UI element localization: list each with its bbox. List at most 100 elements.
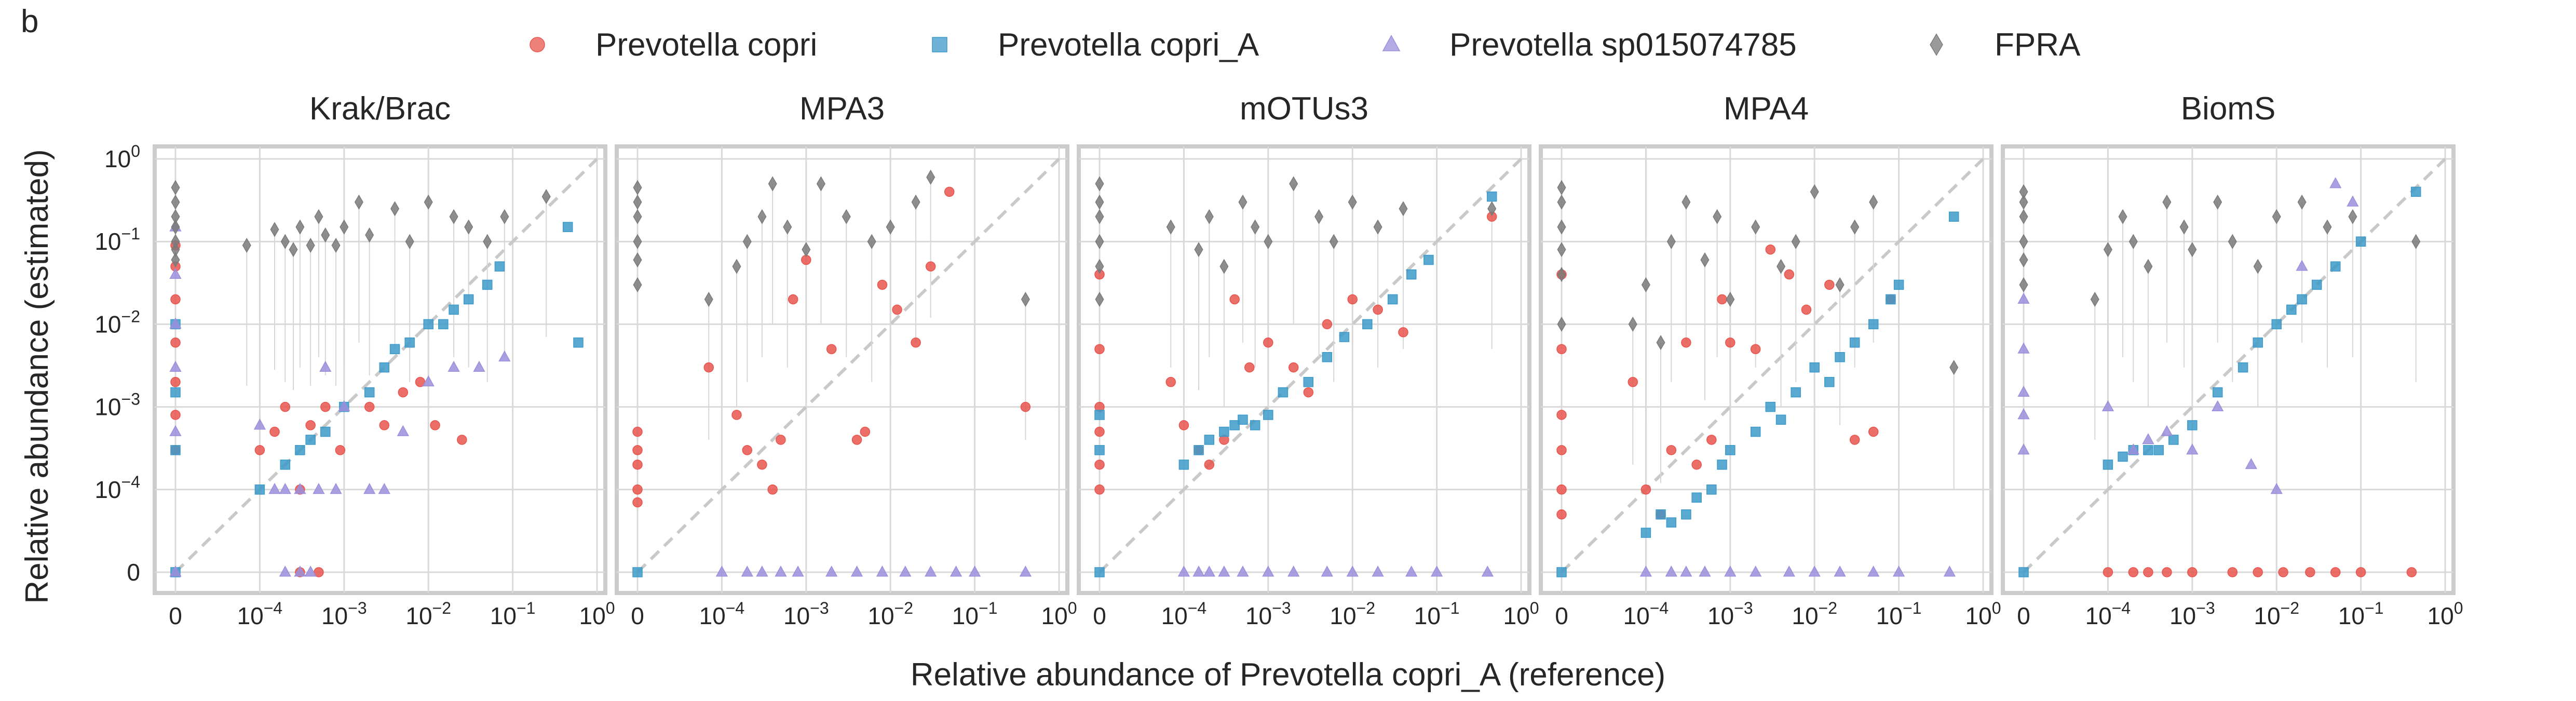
data-point (2212, 400, 2224, 411)
identity-line (1098, 157, 1523, 574)
data-point (1263, 410, 1273, 420)
data-point (306, 237, 315, 253)
data-point (1791, 387, 1801, 398)
data-point (1321, 565, 1333, 577)
data-point (1398, 327, 1408, 338)
data-point (253, 419, 266, 430)
data-point (2410, 186, 2421, 197)
data-point (295, 219, 305, 235)
legend-item: FPRA (1930, 27, 2081, 63)
data-point (398, 387, 409, 398)
x-tick-label: 10−3 (321, 599, 367, 629)
data-point (170, 337, 181, 348)
data-point (169, 425, 182, 436)
data-point (876, 565, 889, 577)
data-point (268, 482, 281, 494)
data-point (170, 294, 181, 305)
x-tick-label: 10−2 (1792, 599, 1837, 629)
data-point (169, 267, 182, 279)
data-point (2311, 279, 2322, 290)
x-tick-label: 10−3 (1707, 599, 1753, 629)
data-point (330, 482, 342, 494)
panel-title: mOTUs3 (1240, 91, 1368, 127)
panel-letter: b (21, 4, 38, 39)
data-point (1373, 304, 1383, 315)
data-point (482, 279, 493, 290)
data-point (1777, 259, 1786, 274)
data-point (1387, 294, 1398, 305)
data-point (449, 304, 459, 315)
data-point (170, 445, 181, 455)
data-point (320, 426, 331, 437)
data-point (1850, 219, 1860, 235)
y-tick-label: 10−1 (94, 224, 140, 255)
data-point (1949, 360, 1959, 375)
data-point (1322, 352, 1333, 362)
data-point (2019, 194, 2028, 210)
data-point (1322, 319, 1333, 330)
data-point (632, 460, 643, 470)
y-axis-label: Relative abundance (estimated) (19, 149, 55, 603)
data-point (2245, 458, 2257, 469)
data-point (783, 219, 792, 235)
data-point (1203, 565, 1215, 577)
data-point (1556, 410, 1567, 420)
data-point (788, 294, 798, 305)
data-point (390, 201, 400, 217)
data-point (732, 259, 741, 274)
data-point (1809, 362, 1820, 373)
data-point (1178, 460, 1189, 470)
data-point (2227, 567, 2238, 577)
series-prevotella-copri-a (632, 567, 643, 577)
legend-label: FPRA (1995, 27, 2081, 63)
data-point (1430, 565, 1443, 577)
data-point (1095, 209, 1104, 224)
chart-panel: BiomS 0 10−4 10−3 10−2 10−1 100 (2001, 91, 2463, 629)
data-point (289, 242, 298, 258)
data-point (2144, 259, 2153, 274)
data-point (379, 420, 390, 430)
data-point (704, 291, 713, 307)
data-point (2330, 567, 2341, 577)
identity-line (636, 157, 1061, 574)
data-point (1348, 194, 1357, 210)
data-point (242, 237, 251, 253)
data-point (1557, 267, 1566, 282)
data-point (541, 189, 551, 205)
identity-line (174, 157, 599, 574)
data-point (1487, 201, 1497, 217)
data-point (321, 227, 330, 243)
data-point (1278, 387, 1289, 398)
data-point (280, 234, 290, 249)
panel-title: MPA4 (1724, 91, 1809, 127)
series-prevotella-copri (2103, 567, 2417, 577)
data-point (1869, 194, 1878, 210)
data-point (2128, 567, 2139, 577)
data-point (1556, 567, 1567, 577)
data-point (2162, 194, 2172, 210)
x-tick-label: 100 (1041, 599, 1077, 629)
y-tick-label: 100 (104, 142, 140, 172)
data-point (2103, 242, 2112, 258)
x-tick-label: 0 (169, 602, 182, 629)
data-point (573, 337, 584, 348)
data-point (294, 482, 306, 494)
x-tick-label: 100 (1965, 599, 2001, 629)
data-point (1314, 209, 1324, 224)
data-point (1784, 269, 1795, 280)
data-point (2270, 482, 2283, 494)
x-tick-label: 10−2 (867, 599, 913, 629)
data-point (295, 445, 305, 455)
data-point (319, 360, 332, 372)
x-tick-label: 10−2 (405, 599, 451, 629)
x-tick-label: 0 (631, 602, 644, 629)
data-point (1691, 492, 1702, 503)
x-tick-label: 10−1 (490, 599, 536, 629)
data-point (463, 294, 474, 305)
data-point (1713, 209, 1722, 224)
data-point (1192, 565, 1205, 577)
data-point (2142, 433, 2154, 444)
data-point (2143, 567, 2153, 577)
series-prevotella-sp015074785 (715, 565, 1032, 577)
data-point (1681, 337, 1691, 348)
